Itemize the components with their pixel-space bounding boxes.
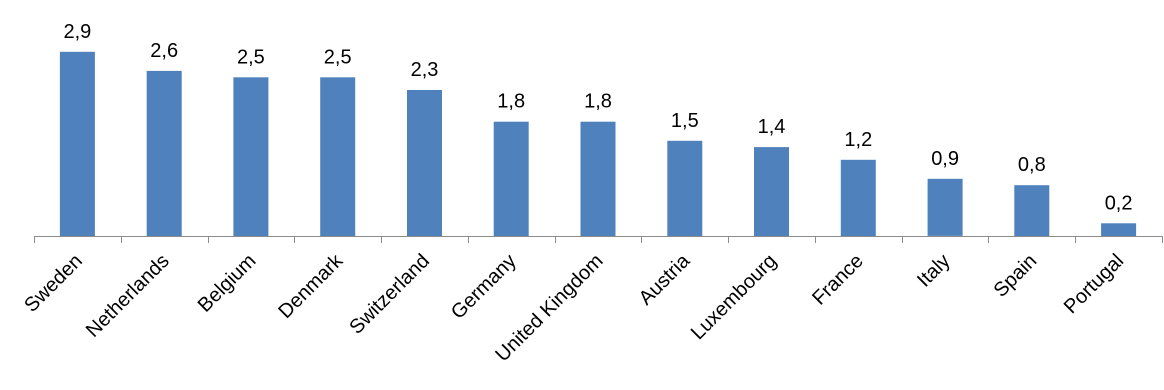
value-label-united-kingdom: 1,8 [584, 91, 612, 113]
value-label-luxembourg: 1,4 [758, 116, 786, 138]
value-label-switzerland: 2,3 [411, 59, 439, 81]
category-label-sweden: Sweden [20, 250, 87, 317]
bar-italy [927, 178, 963, 236]
bar-sweden [59, 51, 95, 236]
bar-spain [1014, 185, 1050, 236]
value-label-sweden: 2,9 [63, 21, 91, 43]
value-label-germany: 1,8 [497, 91, 525, 113]
category-label-luxembourg: Luxembourg [687, 250, 781, 344]
category-label-germany: Germany [447, 250, 521, 324]
bar-united-kingdom [580, 121, 616, 236]
category-label-italy: Italy [913, 250, 954, 291]
value-label-spain: 0,8 [1018, 154, 1046, 176]
x-axis [34, 236, 1163, 243]
bar-switzerland [407, 90, 442, 236]
category-label-netherlands: Netherlands [82, 250, 174, 342]
category-label-portugal: Portugal [1060, 250, 1128, 318]
category-label-france: France [808, 250, 868, 310]
bar-luxembourg [754, 147, 789, 236]
bar-france [840, 159, 876, 236]
category-label-austria: Austria [635, 249, 695, 309]
category-label-belgium: Belgium [194, 250, 261, 317]
category-label-spain: Spain [990, 250, 1042, 302]
value-label-france: 1,2 [844, 129, 872, 151]
category-label-denmark: Denmark [274, 249, 348, 323]
bar-portugal [1101, 223, 1137, 236]
value-label-denmark: 2,5 [324, 46, 352, 68]
value-label-belgium: 2,5 [237, 46, 265, 68]
bar-belgium [233, 77, 269, 237]
category-label-switzerland: Switzerland [345, 250, 434, 339]
value-label-austria: 1,5 [671, 110, 699, 132]
bars-group [59, 51, 1137, 237]
bar-denmark [320, 77, 356, 237]
value-labels-group: 2,9 2,6 2,5 2,5 2,3 1,8 1,8 1,5 1,4 1,2 0,9 0,8 0,2 [63, 21, 1132, 215]
value-label-italy: 0,9 [931, 148, 959, 170]
value-label-portugal: 0,2 [1105, 192, 1133, 214]
bar-germany [493, 121, 529, 236]
value-label-netherlands: 2,6 [150, 40, 178, 62]
bar-austria [667, 140, 703, 237]
bar-netherlands [146, 70, 182, 237]
